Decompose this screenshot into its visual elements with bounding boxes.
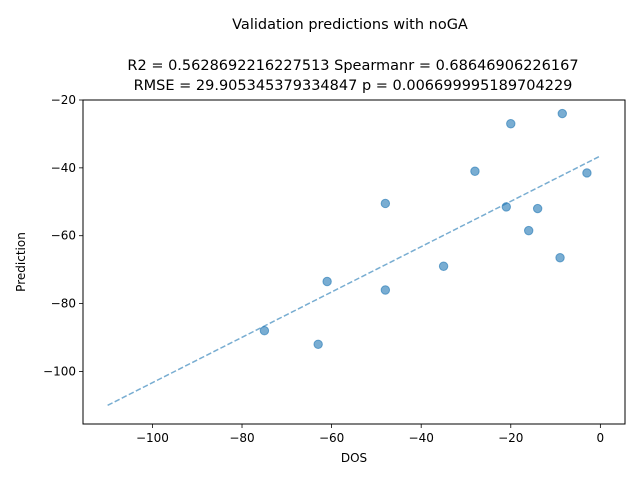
data-point	[313, 339, 323, 349]
x-tick-label: −60	[319, 431, 344, 445]
chart-suptitle: Validation predictions with noGA	[232, 17, 468, 33]
chart-title-line-1: R2 = 0.5628692216227513 Spearmanr = 0.68…	[127, 58, 578, 74]
data-point	[557, 108, 567, 119]
x-tick-label: −20	[498, 431, 523, 445]
x-tick-label: 0	[597, 431, 605, 445]
y-tick-label: −100	[43, 364, 76, 378]
data-point	[380, 198, 391, 209]
fit-line	[107, 155, 601, 407]
data-point	[582, 168, 592, 178]
data-point	[470, 166, 480, 176]
data-point	[322, 276, 332, 287]
y-tick-label: −60	[51, 229, 76, 243]
plot-frame	[82, 99, 626, 425]
x-tick-label: −80	[229, 431, 254, 445]
data-point	[438, 261, 449, 271]
data-point	[501, 202, 511, 212]
y-tick-label: −40	[51, 161, 76, 175]
data-point	[380, 285, 391, 295]
x-tick-label: −40	[409, 431, 434, 445]
x-axis-label: DOS	[341, 451, 367, 465]
data-point	[532, 203, 543, 214]
y-tick-label: −80	[51, 297, 76, 311]
data-point	[506, 119, 516, 129]
data-point	[259, 326, 270, 336]
data-point	[555, 253, 565, 263]
data-point	[523, 225, 534, 236]
y-tick-label: −20	[51, 93, 76, 107]
y-axis-label: Prediction	[14, 232, 28, 292]
chart-title-line-2: RMSE = 29.905345379334847 p = 0.00669999…	[134, 78, 573, 94]
x-tick-label: −100	[136, 431, 169, 445]
